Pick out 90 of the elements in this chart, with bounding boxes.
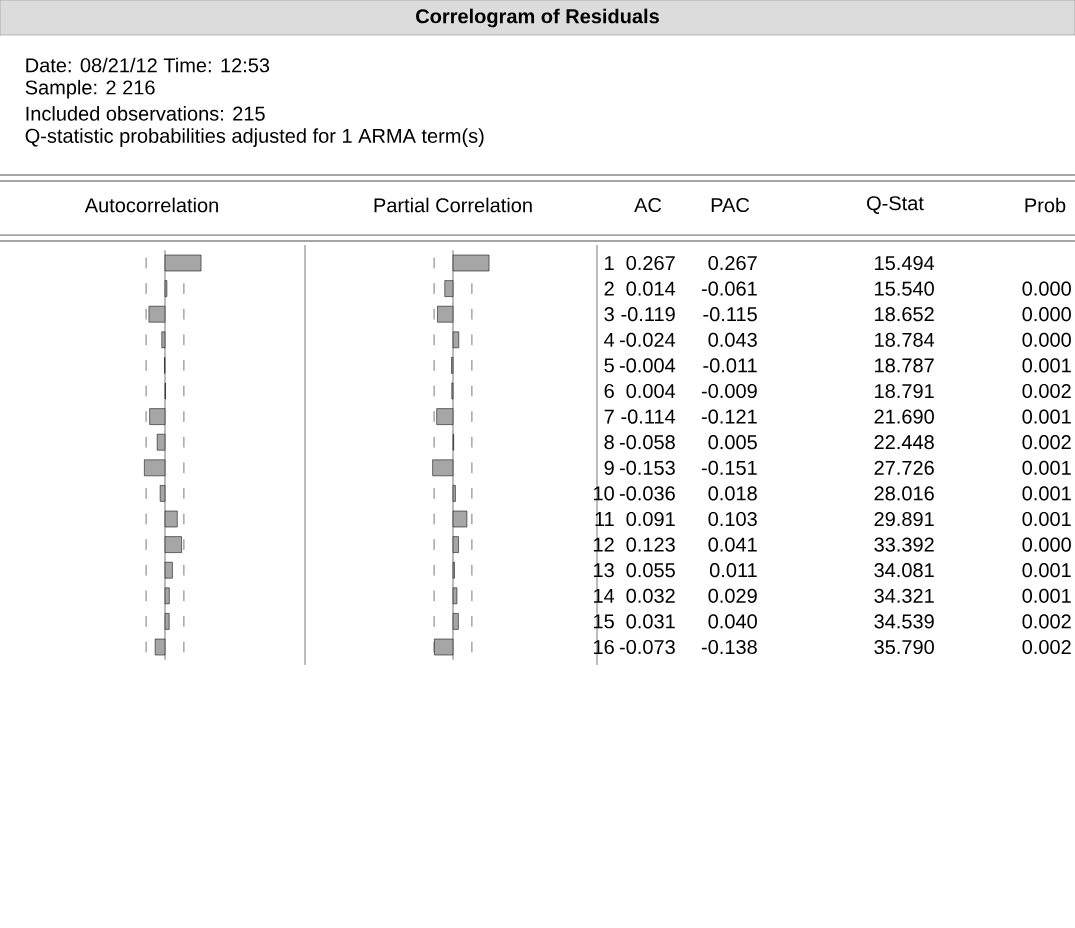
category-label: 2	[604, 281, 614, 296]
chart-title: Partial Correlation	[374, 197, 532, 213]
category-label: 10	[594, 486, 614, 501]
text: 27.726	[874, 460, 934, 475]
text: 0.000	[1022, 307, 1071, 322]
text: 21.690	[874, 409, 934, 424]
text: Correlogram of Residuals	[416, 8, 659, 28]
text: 0.001	[1022, 588, 1071, 603]
data-label: 0.267	[626, 255, 675, 271]
text: 35.790	[874, 639, 934, 655]
text: 22.448	[874, 435, 934, 450]
category-label: 9	[604, 460, 614, 475]
chart-title: Autocorrelation	[84, 197, 218, 213]
category-label: 16	[594, 639, 614, 655]
text: 0.001	[1022, 511, 1071, 527]
data-label: 0.043	[708, 332, 757, 347]
data-label: -0.153	[619, 460, 675, 475]
category-label: 15	[594, 614, 614, 629]
data-label: 0.031	[626, 614, 675, 629]
category-label: 3	[604, 307, 614, 322]
category-label: 1	[605, 256, 614, 270]
data-label: -0.114	[621, 409, 676, 424]
text: PAC	[711, 197, 750, 213]
text: 18.787	[875, 358, 934, 373]
text: 29.891	[874, 511, 934, 527]
data-label: 0.029	[708, 588, 757, 603]
text: Q-statistic probabilities adjusted for 1 ARMA term(s)	[25, 128, 484, 147]
text: 0.001	[1022, 358, 1071, 373]
text: 0.000	[1022, 537, 1071, 552]
data-label: -0.119	[621, 307, 675, 322]
data-label: -0.073	[619, 639, 675, 655]
category-label: 12	[594, 537, 614, 552]
data-label: 0.040	[708, 614, 757, 629]
text: 33.392	[874, 537, 934, 552]
text: 18.784	[875, 332, 935, 347]
category-label: 7	[604, 409, 614, 424]
text: 34.081	[874, 563, 934, 578]
data-label: 0.091	[626, 511, 675, 527]
data-label: 0.055	[626, 563, 675, 578]
text: AC	[634, 197, 662, 213]
text: 0.002	[1022, 435, 1071, 450]
category-label: 11	[595, 512, 614, 526]
text: Included observations: 215	[26, 106, 265, 121]
text: 0.000	[1022, 281, 1071, 296]
text: 15.494	[875, 255, 935, 271]
data-label: 0.032	[626, 588, 675, 603]
data-label: -0.009	[701, 383, 757, 399]
category-label: 14	[594, 588, 615, 603]
text: 0.002	[1022, 614, 1071, 629]
text: 34.539	[874, 614, 934, 629]
data-label: 0.011	[709, 563, 757, 578]
category-label: 6	[604, 383, 614, 399]
text: 15.540	[875, 281, 934, 296]
text: Prob	[1025, 197, 1066, 213]
data-label: -0.061	[701, 281, 757, 296]
data-label: -0.138	[701, 639, 757, 655]
data-label: -0.151	[701, 460, 757, 475]
category-label: 5	[604, 358, 614, 373]
data-label: 0.014	[626, 281, 676, 296]
data-label: 0.004	[626, 383, 676, 399]
text: 0.001	[1022, 409, 1071, 424]
text: 0.000	[1022, 332, 1071, 347]
text: 0.001	[1022, 563, 1071, 578]
text: 0.002	[1022, 639, 1071, 655]
text: Sample: 2 216	[25, 79, 155, 99]
category-label: 8	[604, 435, 614, 450]
text: Date: 08/21/12 Time: 12:53	[26, 57, 270, 73]
data-label: -0.011	[703, 358, 757, 373]
category-label: 4	[604, 332, 615, 347]
text: 0.002	[1022, 383, 1071, 399]
text: 18.791	[875, 383, 934, 399]
data-label: -0.024	[619, 332, 676, 347]
data-label: 0.018	[708, 486, 757, 501]
data-label: 0.041	[708, 537, 757, 552]
data-label: 0.103	[708, 511, 757, 527]
data-label: 0.005	[708, 435, 757, 450]
data-label: -0.036	[619, 486, 675, 501]
data-label: -0.004	[619, 358, 676, 373]
category-label: 13	[594, 563, 614, 578]
text: 0.001	[1022, 486, 1071, 501]
data-label: -0.121	[701, 409, 757, 424]
data-label: 0.267	[708, 255, 757, 271]
data-label: -0.115	[703, 307, 757, 322]
text: 0.001	[1022, 460, 1071, 475]
data-label: 0.123	[626, 537, 675, 552]
text: 34.321	[874, 588, 934, 603]
text: 18.652	[875, 307, 934, 322]
data-label: -0.058	[619, 435, 675, 450]
text: 28.016	[874, 486, 934, 501]
text: Q-Stat	[867, 196, 924, 214]
